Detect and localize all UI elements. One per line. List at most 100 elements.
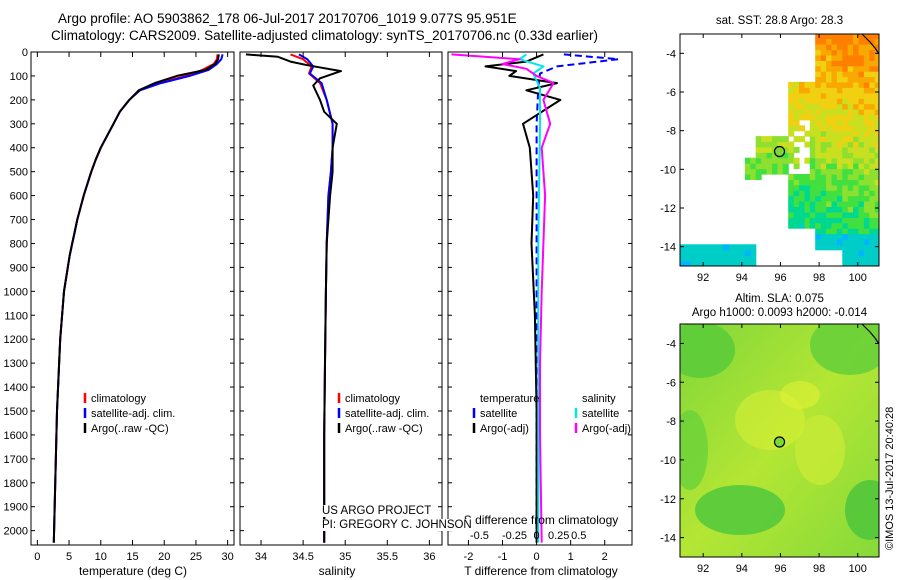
sst-cell [761, 168, 768, 175]
sst-cell [863, 81, 870, 88]
sst-cell [831, 238, 838, 245]
sst-cell [755, 174, 762, 180]
sst-cell [815, 222, 822, 229]
sst-cell [793, 163, 800, 170]
sst-cell [858, 103, 865, 110]
sst-cell [858, 168, 865, 175]
sst-cell [766, 168, 773, 175]
sla-map-frame [679, 323, 880, 558]
sst-cell [788, 222, 795, 229]
sst-cell [826, 103, 833, 110]
sst-cell [863, 255, 870, 262]
sst-cell [853, 244, 860, 251]
sst-cell [869, 109, 876, 115]
sst-cell [836, 184, 843, 191]
sst-cell [804, 87, 811, 94]
sst-cell [853, 65, 860, 72]
sst-cell [836, 49, 843, 56]
sst-cell [799, 217, 805, 224]
sst-cell [863, 228, 870, 235]
difference-salinity-legend-label: satellite [582, 408, 619, 420]
sst-cell [863, 141, 870, 148]
sst-cell [831, 179, 838, 186]
sst-cell [836, 87, 843, 94]
sst-cell [831, 103, 838, 110]
sst-cell [804, 179, 811, 186]
sst-cell [858, 130, 865, 137]
sst-cell [842, 244, 849, 251]
sst-cell [793, 81, 800, 88]
sst-cell [809, 92, 816, 99]
temperature-xtick-label: 15 [126, 551, 138, 563]
sst-cell [804, 98, 811, 105]
sst-cell [712, 260, 719, 266]
sst-cell [847, 136, 854, 143]
header-line2: Climatology: CARS2009. Satellite-adjuste… [51, 28, 599, 43]
sst-cell [820, 125, 827, 132]
sst-cell [815, 174, 822, 180]
sst-cell [820, 228, 827, 235]
sst-cell [847, 260, 854, 266]
sst-cell [815, 211, 822, 218]
sst-cell [793, 184, 800, 191]
sst-cell [820, 174, 827, 180]
sst-cell [847, 49, 854, 56]
sst-cell [869, 146, 876, 153]
sst-cell [869, 255, 876, 262]
sst-cell [750, 249, 757, 256]
sst-map-argo-marker [773, 145, 786, 158]
sst-cell [863, 222, 870, 229]
sst-cell [809, 163, 816, 170]
sst-cell [739, 260, 746, 266]
sla-map-xtick-label: 100 [849, 563, 867, 575]
sst-cell [853, 87, 860, 94]
sst-cell [858, 255, 865, 262]
sst-cell [804, 201, 811, 207]
sst-cell [847, 244, 854, 251]
sst-cell [869, 206, 876, 213]
sst-cell [793, 103, 800, 110]
sst-cell [701, 249, 708, 256]
sst-cell [831, 65, 838, 72]
sst-cell [809, 217, 816, 224]
sst-cell [858, 244, 865, 251]
sst-cell [826, 136, 833, 143]
temperature-legend-label: Argo(..raw -QC) [91, 423, 169, 435]
sst-map-xtick-label: 92 [697, 272, 709, 284]
sla-map-argo-marker [773, 436, 786, 448]
sst-cell [869, 152, 876, 159]
sst-cell [874, 49, 879, 56]
sst-map-ytick-label: -8 [666, 126, 676, 138]
sst-cell [804, 141, 811, 148]
sst-cell [842, 179, 849, 186]
sst-cell [863, 190, 870, 197]
sst-cell [842, 54, 849, 61]
sst-cell [826, 190, 833, 197]
salinity-xlabel: salinity [319, 564, 356, 578]
sst-cell [788, 211, 795, 218]
sst-cell [820, 54, 827, 61]
sst-cell [809, 195, 816, 202]
sst-cell [836, 238, 843, 245]
sst-cell [755, 157, 762, 164]
sst-cell [847, 54, 854, 61]
difference-top-tick-label: -0.25 [502, 530, 527, 542]
sst-cell [874, 233, 879, 240]
sst-cell [826, 44, 833, 51]
sst-cell [701, 255, 708, 262]
sst-cell [874, 190, 879, 197]
footer-stamp: ©IMOS 13-Jul-2017 20:40:28 [884, 406, 896, 550]
sst-cell [836, 244, 843, 251]
sst-cell [793, 109, 800, 115]
depth-tick-label: 1000 [4, 286, 28, 298]
sst-cell [853, 195, 860, 202]
sst-cell [809, 87, 816, 94]
sst-cell [858, 71, 865, 78]
sst-cell [809, 141, 816, 148]
sst-cell [804, 81, 811, 88]
sst-cell [858, 76, 865, 83]
sst-cell [826, 34, 833, 40]
sst-cell [853, 146, 860, 153]
sst-cell [809, 174, 816, 180]
sst-cell [820, 38, 827, 45]
